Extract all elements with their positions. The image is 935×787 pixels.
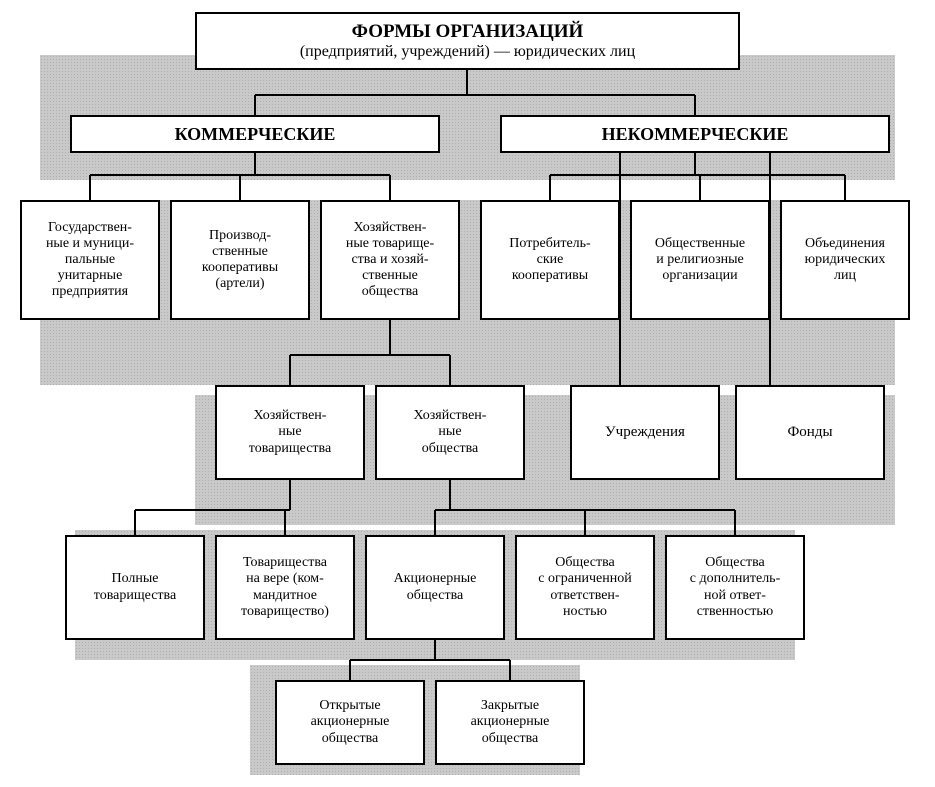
label: Производ-ственныекооперативы(артели) — [202, 228, 278, 292]
node-open-jsc: Открытыеакционерныеобщества — [275, 680, 425, 765]
label: Фонды — [787, 424, 832, 441]
node-joint-stock: Акционерныеобщества — [365, 535, 505, 640]
label: Обществас ограниченнойответствен-ностью — [538, 555, 631, 619]
node-legal-associations: Объединенияюридическихлиц — [780, 200, 910, 320]
node-full-partnerships: Полныетоварищества — [65, 535, 205, 640]
label: Акционерныеобщества — [394, 571, 477, 603]
node-llc: Обществас ограниченнойответствен-ностью — [515, 535, 655, 640]
node-consumer-coops: Потребитель-скиекооперативы — [480, 200, 620, 320]
node-state-unitary: Государствен-ные и муници-пальныеунитарн… — [20, 200, 160, 320]
node-production-coops: Производ-ственныекооперативы(артели) — [170, 200, 310, 320]
node-public-religious: Общественныеи религиозныеорганизации — [630, 200, 770, 320]
label: Хозяйствен-ные товарище-ства и хозяй-ств… — [346, 220, 434, 300]
node-partnerships: Хозяйствен-ныетоварищества — [215, 385, 365, 480]
label: Хозяйствен-ныеобщества — [414, 408, 487, 456]
node-companies: Хозяйствен-ныеобщества — [375, 385, 525, 480]
node-closed-jsc: Закрытыеакционерныеобщества — [435, 680, 585, 765]
label: НЕКОММЕРЧЕСКИЕ — [602, 124, 789, 145]
node-noncommercial: НЕКОММЕРЧЕСКИЕ — [500, 115, 890, 153]
node-root: ФОРМЫ ОРГАНИЗАЦИЙ (предприятий, учрежден… — [195, 12, 740, 70]
label: Товариществана вере (ком-мандитноетовари… — [241, 555, 329, 619]
label: Учреждения — [605, 424, 685, 441]
node-funds: Фонды — [735, 385, 885, 480]
label: Полныетоварищества — [94, 571, 176, 603]
node-business-partnerships: Хозяйствен-ные товарище-ства и хозяй-ств… — [320, 200, 460, 320]
root-title: ФОРМЫ ОРГАНИЗАЦИЙ — [300, 21, 635, 43]
label: Государствен-ные и муници-пальныеунитарн… — [46, 220, 134, 300]
label: Потребитель-скиекооперативы — [509, 236, 590, 284]
node-limited-partnerships: Товариществана вере (ком-мандитноетовари… — [215, 535, 355, 640]
label: Открытыеакционерныеобщества — [311, 698, 390, 746]
label: Общественныеи религиозныеорганизации — [655, 236, 745, 284]
label: КОММЕРЧЕСКИЕ — [175, 124, 336, 145]
label: Обществас дополнитель-ной ответ-ственнос… — [690, 555, 780, 619]
diagram-canvas: ФОРМЫ ОРГАНИЗАЦИЙ (предприятий, учрежден… — [0, 0, 935, 787]
node-institutions: Учреждения — [570, 385, 720, 480]
label: Объединенияюридическихлиц — [805, 236, 886, 284]
node-additional-liability: Обществас дополнитель-ной ответ-ственнос… — [665, 535, 805, 640]
label: Хозяйствен-ныетоварищества — [249, 408, 331, 456]
label: Закрытыеакционерныеобщества — [471, 698, 550, 746]
root-subtitle: (предприятий, учреждений) — юридических … — [300, 43, 635, 61]
node-commercial: КОММЕРЧЕСКИЕ — [70, 115, 440, 153]
